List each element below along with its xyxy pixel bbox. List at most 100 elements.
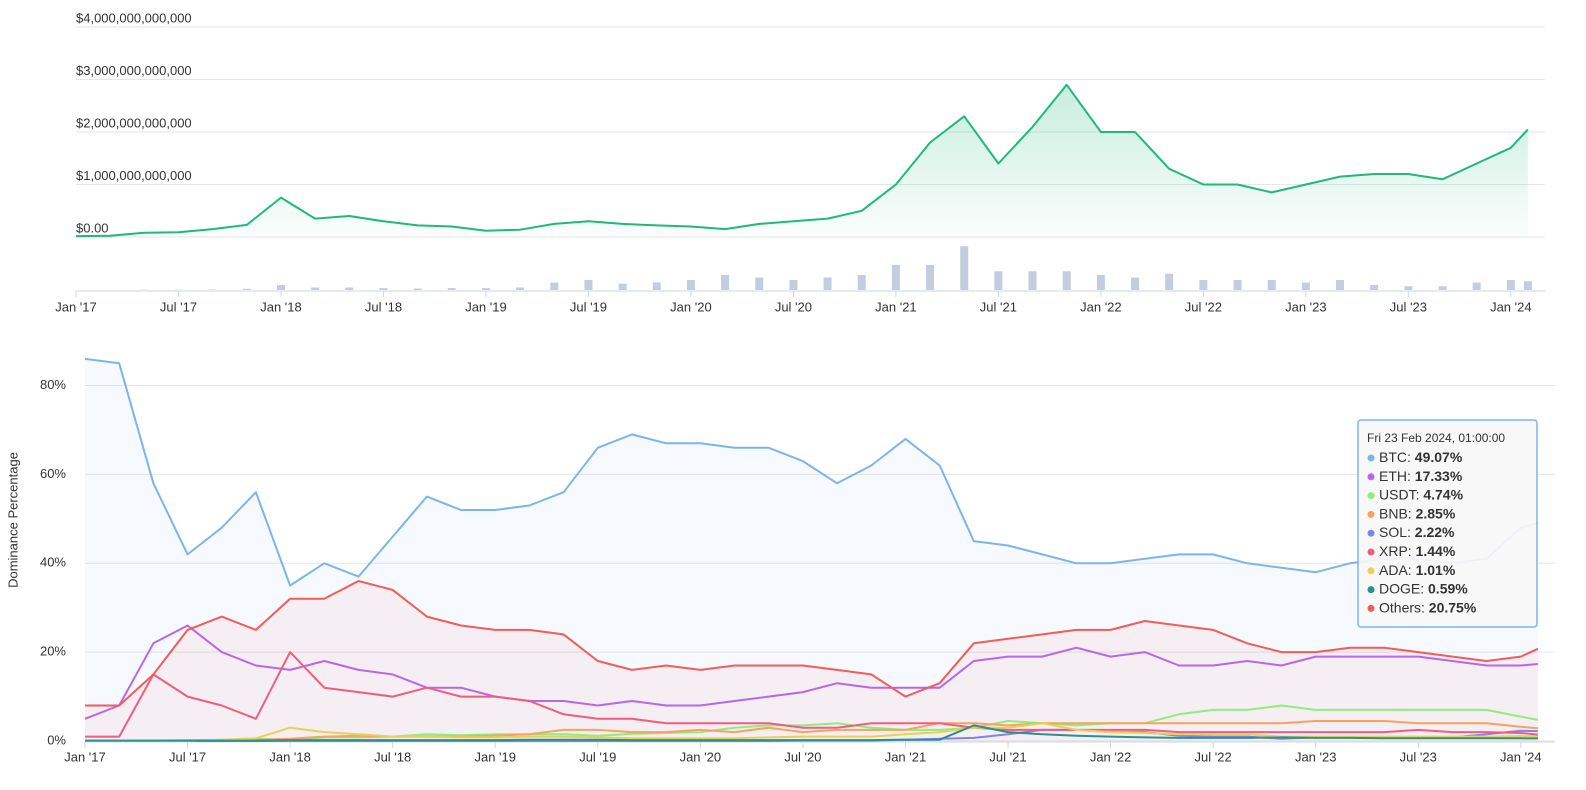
tooltip-row: DOGE: 0.59% [1379,580,1468,596]
tooltip-bullet [1367,454,1375,462]
tooltip-series-name: Others [1379,599,1421,615]
tooltip-bullet [1367,548,1375,556]
volume-bar [447,288,456,290]
tooltip-value: 49.07% [1415,449,1463,465]
tooltip-value: 1.44% [1416,543,1456,559]
tooltip-value: 17.33% [1415,468,1463,484]
x-tick-label: Jan '24 [1490,299,1532,314]
x-tick-label: Jul '22 [1195,749,1232,764]
area [76,84,1528,237]
tooltip-bullet [1367,529,1375,537]
y-tick-label: 40% [40,555,66,570]
tooltip-row: SOL: 2.22% [1379,524,1455,540]
tooltip-row: BTC: 49.07% [1379,449,1463,465]
x-tick-label: Jul '18 [365,299,402,314]
x-tick-label: Jan '19 [465,299,507,314]
volume-bar [1199,280,1208,290]
area [85,581,1538,741]
volume-bar [1165,273,1174,290]
tooltip-value: 20.75% [1429,599,1477,615]
volume-bar [1301,282,1310,290]
tooltip-row: ADA: 1.01% [1379,562,1456,578]
tooltip-row: USDT: 4.74% [1379,486,1464,502]
volume-bar [891,265,900,290]
y-tick-label: 80% [40,377,66,392]
volume-bar [413,288,422,290]
volume-bar [994,271,1003,290]
volume-bar [755,277,764,290]
volume-bar [1062,271,1071,290]
volume-bar [550,282,559,290]
x-tick-label: Jul '18 [374,749,411,764]
volume-bar [345,287,354,290]
x-tick-label: Jan '17 [55,299,97,314]
volume-bar [686,280,695,290]
tooltip-bullet [1367,492,1375,500]
tooltip-value: 1.01% [1416,562,1456,578]
volume-bar [481,288,490,290]
tooltip-bullet [1367,567,1375,575]
tooltip-series-name: ETH [1379,468,1407,484]
volume-bar [1506,280,1515,290]
x-tick-label: Jul '21 [989,749,1026,764]
tooltip: Fri 23 Feb 2024, 01:00:00 BTC: 49.07% ETH:… [1357,419,1538,628]
tooltip-series-name: ADA [1379,562,1408,578]
volume-bar [789,280,798,290]
area [85,358,1538,741]
x-tick-label: Jan '24 [1500,749,1542,764]
x-tick-label: Jul '19 [579,749,616,764]
volume-bar [584,280,593,290]
volume-bar [618,283,627,290]
tooltip-row: ETH: 17.33% [1379,468,1463,484]
volume-bar [1438,286,1447,290]
volume-bar [1523,281,1532,290]
x-tick-label: Jan '17 [64,749,106,764]
line [75,83,1529,238]
y-tick-label: 60% [40,466,66,481]
x-tick-label: Jul '17 [169,749,206,764]
volume-bar [960,246,969,290]
tooltip-bullet [1367,586,1375,594]
x-tick-label: Jan '21 [885,749,927,764]
x-tick-label: Jan '22 [1090,749,1132,764]
line [85,722,1538,742]
tooltip-series-name: BNB [1379,505,1408,521]
volume-bar [857,275,866,290]
line [85,651,1538,738]
tooltip-series-name: DOGE [1379,580,1420,596]
volume-bar [516,287,525,290]
x-tick-label: Jul '19 [570,299,607,314]
volume-bar [1028,271,1037,290]
line [85,580,1539,707]
x-tick-label: Jan '18 [269,749,311,764]
tooltip-value: 0.59% [1428,580,1468,596]
volume-bar [208,289,217,290]
y-tick-label: $4,000,000,000,000 [76,10,192,25]
x-tick-label: Jul '22 [1185,299,1222,314]
volume-bar [242,288,251,290]
tooltip-row: Others: 20.75% [1379,599,1477,615]
x-tick-label: Jul '21 [980,299,1017,314]
x-tick-label: Jan '20 [670,299,712,314]
tooltip-series-name: XRP [1379,543,1408,559]
line [85,720,1538,742]
volume-bar [926,265,935,290]
volume-bar [1131,277,1140,290]
tooltip-value: 2.85% [1416,505,1456,521]
tooltip-box [1357,419,1538,628]
tooltip-row: XRP: 1.44% [1379,543,1456,559]
volume-bar [379,288,388,290]
tooltip-value: 2.22% [1415,524,1455,540]
tooltip-series-name: SOL [1379,524,1407,540]
volume-bar [1233,280,1242,290]
y-tick-label: $0.00 [76,220,109,235]
tooltip-value: 4.74% [1423,486,1463,502]
volume-bar [1370,285,1379,290]
volume-bar [1336,280,1345,290]
x-tick-label: Jan '22 [1080,299,1122,314]
tooltip-series-name: USDT [1379,486,1418,502]
tooltip-row: BNB: 2.85% [1379,505,1456,521]
x-tick-label: Jul '20 [775,299,812,314]
